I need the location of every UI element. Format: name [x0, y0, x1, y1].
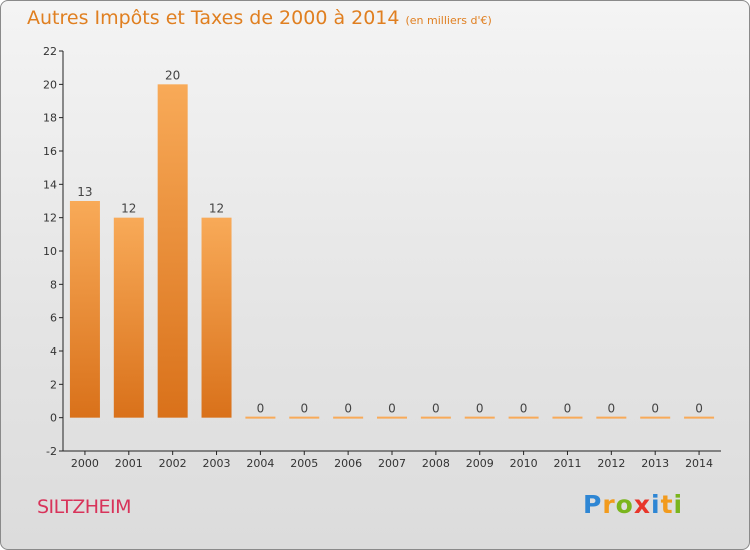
subtitle-text: (en milliers d'€) — [405, 14, 492, 27]
logo-letter: P — [583, 490, 603, 519]
x-tick-label: 2014 — [685, 457, 713, 470]
logo-letter: i — [651, 490, 661, 519]
y-tick-label: 2 — [50, 378, 57, 391]
y-tick-label: 8 — [50, 278, 57, 291]
x-tick-label: 2002 — [159, 457, 187, 470]
x-tick-label: 2009 — [466, 457, 494, 470]
x-tick-label: 2003 — [203, 457, 231, 470]
value-label: 0 — [695, 402, 703, 416]
value-label: 0 — [300, 402, 308, 416]
x-tick-label: 2001 — [115, 457, 143, 470]
x-tick-label: 2008 — [422, 457, 450, 470]
title-text: Autres Impôts et Taxes de 2000 à 2014 — [27, 7, 400, 29]
logo-letter: o — [615, 490, 634, 519]
y-tick-label: 22 — [43, 45, 57, 58]
x-tick-label: 2000 — [71, 457, 99, 470]
value-label: 13 — [77, 185, 92, 199]
value-label: 0 — [257, 402, 265, 416]
y-tick-label: 20 — [43, 78, 57, 91]
value-label: 0 — [476, 402, 484, 416]
chart-title: Autres Impôts et Taxes de 2000 à 2014 (en… — [27, 7, 492, 29]
logo-letter: t — [660, 490, 674, 519]
value-label: 20 — [165, 68, 180, 82]
y-tick-label: 14 — [43, 178, 57, 191]
x-tick-label: 2012 — [597, 457, 625, 470]
bar — [157, 84, 188, 418]
x-tick-label: 2010 — [510, 457, 538, 470]
logo-letter: i — [673, 490, 684, 519]
x-tick-label: 2005 — [290, 457, 318, 470]
y-tick-label: -2 — [46, 445, 57, 458]
bar — [201, 217, 232, 418]
y-tick-label: 16 — [43, 145, 57, 158]
logo-letter: r — [602, 490, 616, 519]
value-label: 0 — [608, 402, 616, 416]
x-tick-label: 2007 — [378, 457, 406, 470]
value-label: 0 — [432, 402, 440, 416]
y-tick-label: 4 — [50, 345, 57, 358]
value-label: 12 — [209, 202, 224, 216]
bar — [69, 201, 100, 418]
x-tick-label: 2004 — [246, 457, 274, 470]
value-label: 0 — [564, 402, 572, 416]
value-label: 0 — [388, 402, 396, 416]
y-tick-label: 18 — [43, 112, 57, 125]
y-tick-label: 0 — [50, 412, 57, 425]
y-tick-label: 6 — [50, 312, 57, 325]
x-tick-label: 2013 — [641, 457, 669, 470]
bar — [113, 217, 144, 418]
y-tick-label: 12 — [43, 212, 57, 225]
value-label: 0 — [520, 402, 528, 416]
logo-letter: x — [633, 490, 651, 519]
value-label: 12 — [121, 202, 136, 216]
proxiti-logo: Proxiti — [583, 490, 683, 519]
x-tick-label: 2006 — [334, 457, 362, 470]
value-label: 0 — [344, 402, 352, 416]
y-tick-label: 10 — [43, 245, 57, 258]
commune-name: SILTZHEIM — [37, 496, 132, 518]
value-label: 0 — [651, 402, 659, 416]
x-tick-label: 2011 — [553, 457, 581, 470]
